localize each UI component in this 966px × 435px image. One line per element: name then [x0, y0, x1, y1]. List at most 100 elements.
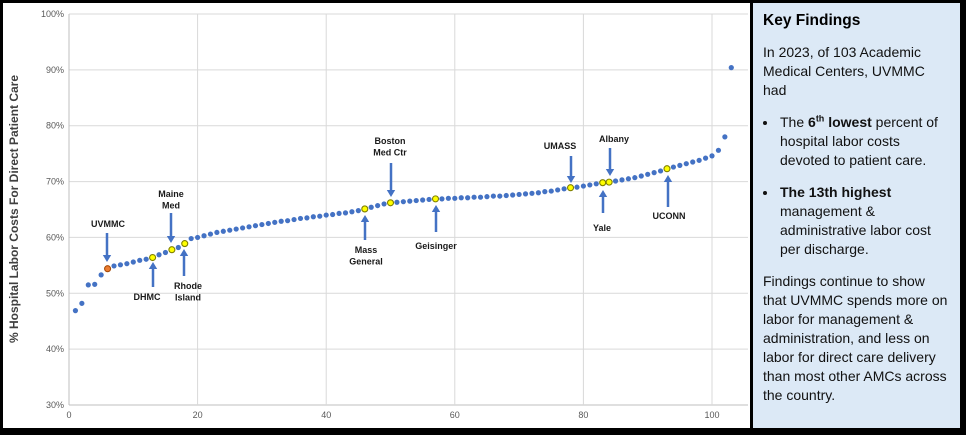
data-point [252, 223, 259, 229]
y-tick-label: 90% [46, 65, 64, 75]
data-point [561, 186, 567, 192]
data-point [323, 212, 329, 218]
data-point [625, 176, 632, 182]
x-tick-label: 80 [578, 410, 588, 420]
data-point [259, 221, 265, 228]
data-point [529, 190, 535, 196]
data-point [317, 213, 323, 219]
data-point [645, 171, 651, 177]
data-point [587, 182, 593, 188]
annotation-umass: UMASS [544, 141, 577, 192]
x-tick-label: 20 [193, 410, 203, 420]
annotation-label: Med [162, 201, 180, 211]
highlighted-point-uconn [663, 165, 671, 173]
annotation-label: Yale [593, 223, 611, 233]
data-point [297, 215, 304, 222]
data-point [400, 199, 406, 205]
annotation-uconn: UCONN [653, 165, 686, 221]
annotation-arrowhead [566, 176, 576, 183]
annotation-label: General [349, 257, 383, 267]
data-point [510, 192, 516, 198]
annotation-label: UCONN [653, 211, 686, 221]
annotation-label: Med Ctr [373, 148, 407, 158]
annotation-boston-med-ctr: Boston Med Ctr [373, 136, 407, 207]
bullet-highest-admin: The 13th highest management & administra… [778, 183, 951, 259]
data-point [477, 194, 484, 200]
annotation-arrowhead [431, 205, 441, 212]
annotation-maine-med: Maine Med [158, 189, 184, 254]
data-point [580, 183, 587, 189]
data-point [394, 199, 400, 205]
y-tick-label: 40% [46, 344, 64, 354]
data-point [330, 211, 336, 218]
data-point [715, 147, 722, 153]
annotation-label: Mass [355, 245, 378, 255]
annotation-mass-general: Mass General [349, 205, 383, 267]
data-point [207, 231, 214, 237]
data-point [632, 175, 638, 181]
annotation-label: Albany [599, 134, 629, 144]
y-axis-title: % Hospital Labor Costs For Direct Patien… [7, 75, 21, 343]
panel-footer: Findings continue to show that UVMMC spe… [763, 272, 948, 404]
y-tick-label: 50% [46, 288, 64, 298]
data-point [117, 262, 124, 268]
data-point [355, 208, 361, 214]
data-point [278, 218, 284, 224]
data-point [201, 233, 207, 239]
bullet2-bold: The 13th highest [780, 183, 892, 200]
data-point [555, 187, 561, 193]
bullet1-pre: The [780, 113, 809, 130]
y-tick-label: 30% [46, 400, 64, 410]
data-point [291, 216, 297, 223]
annotation-label: UMASS [544, 141, 577, 151]
chart-area: % Hospital Labor Costs For Direct Patien… [3, 3, 750, 428]
annotation-label: Maine [158, 189, 184, 199]
data-point [683, 161, 689, 167]
bullet2-post: management & administrative labor cost p… [780, 202, 931, 257]
data-point [657, 168, 664, 174]
bullet1-sup: th [815, 113, 825, 124]
data-point [542, 189, 548, 195]
data-point [426, 196, 432, 203]
highlighted-point-maine-med [168, 246, 176, 254]
data-point [175, 244, 181, 251]
data-point [593, 181, 599, 187]
x-tick-label: 40 [321, 410, 331, 420]
highlighted-point-dhmc [149, 253, 157, 262]
data-point [439, 196, 445, 202]
data-point [240, 225, 246, 231]
bullet1-bold: 6th lowest [808, 114, 872, 130]
panel-bullet-list: The 6th lowest percent of hospital labor… [763, 113, 951, 259]
data-point [349, 209, 355, 215]
data-point [702, 155, 709, 161]
panel-intro: In 2023, of 103 Academic Medical Centers… [763, 43, 925, 98]
panel-title: Key Findings [763, 12, 861, 29]
data-point [85, 282, 91, 288]
data-point [484, 194, 490, 200]
data-point [452, 195, 458, 201]
data-point [304, 215, 310, 221]
annotation-label: Island [175, 293, 201, 303]
data-point [265, 220, 271, 227]
data-point [465, 195, 471, 201]
data-point [214, 229, 220, 236]
gridlines [68, 13, 748, 406]
annotation-rhode-island: Rhode Island [174, 240, 202, 303]
annotation-geisinger: Geisinger [415, 195, 457, 251]
annotation-label: Boston [375, 136, 406, 146]
data-point [111, 263, 117, 269]
highlighted-point-geisinger [431, 195, 440, 203]
data-point [516, 191, 522, 198]
data-point [728, 65, 734, 71]
annotation-label: Rhode [174, 281, 202, 291]
data-point [188, 235, 194, 242]
annotation-arrowhead [166, 236, 176, 243]
annotation-label: Geisinger [415, 241, 457, 251]
data-point [722, 134, 728, 140]
data-point [156, 252, 162, 258]
annotation-label: DHMC [134, 292, 161, 302]
data-point [124, 261, 130, 267]
data-point [497, 193, 503, 199]
annotation-yale: Yale [593, 179, 611, 233]
annotation-label: UVMMC [91, 219, 125, 229]
